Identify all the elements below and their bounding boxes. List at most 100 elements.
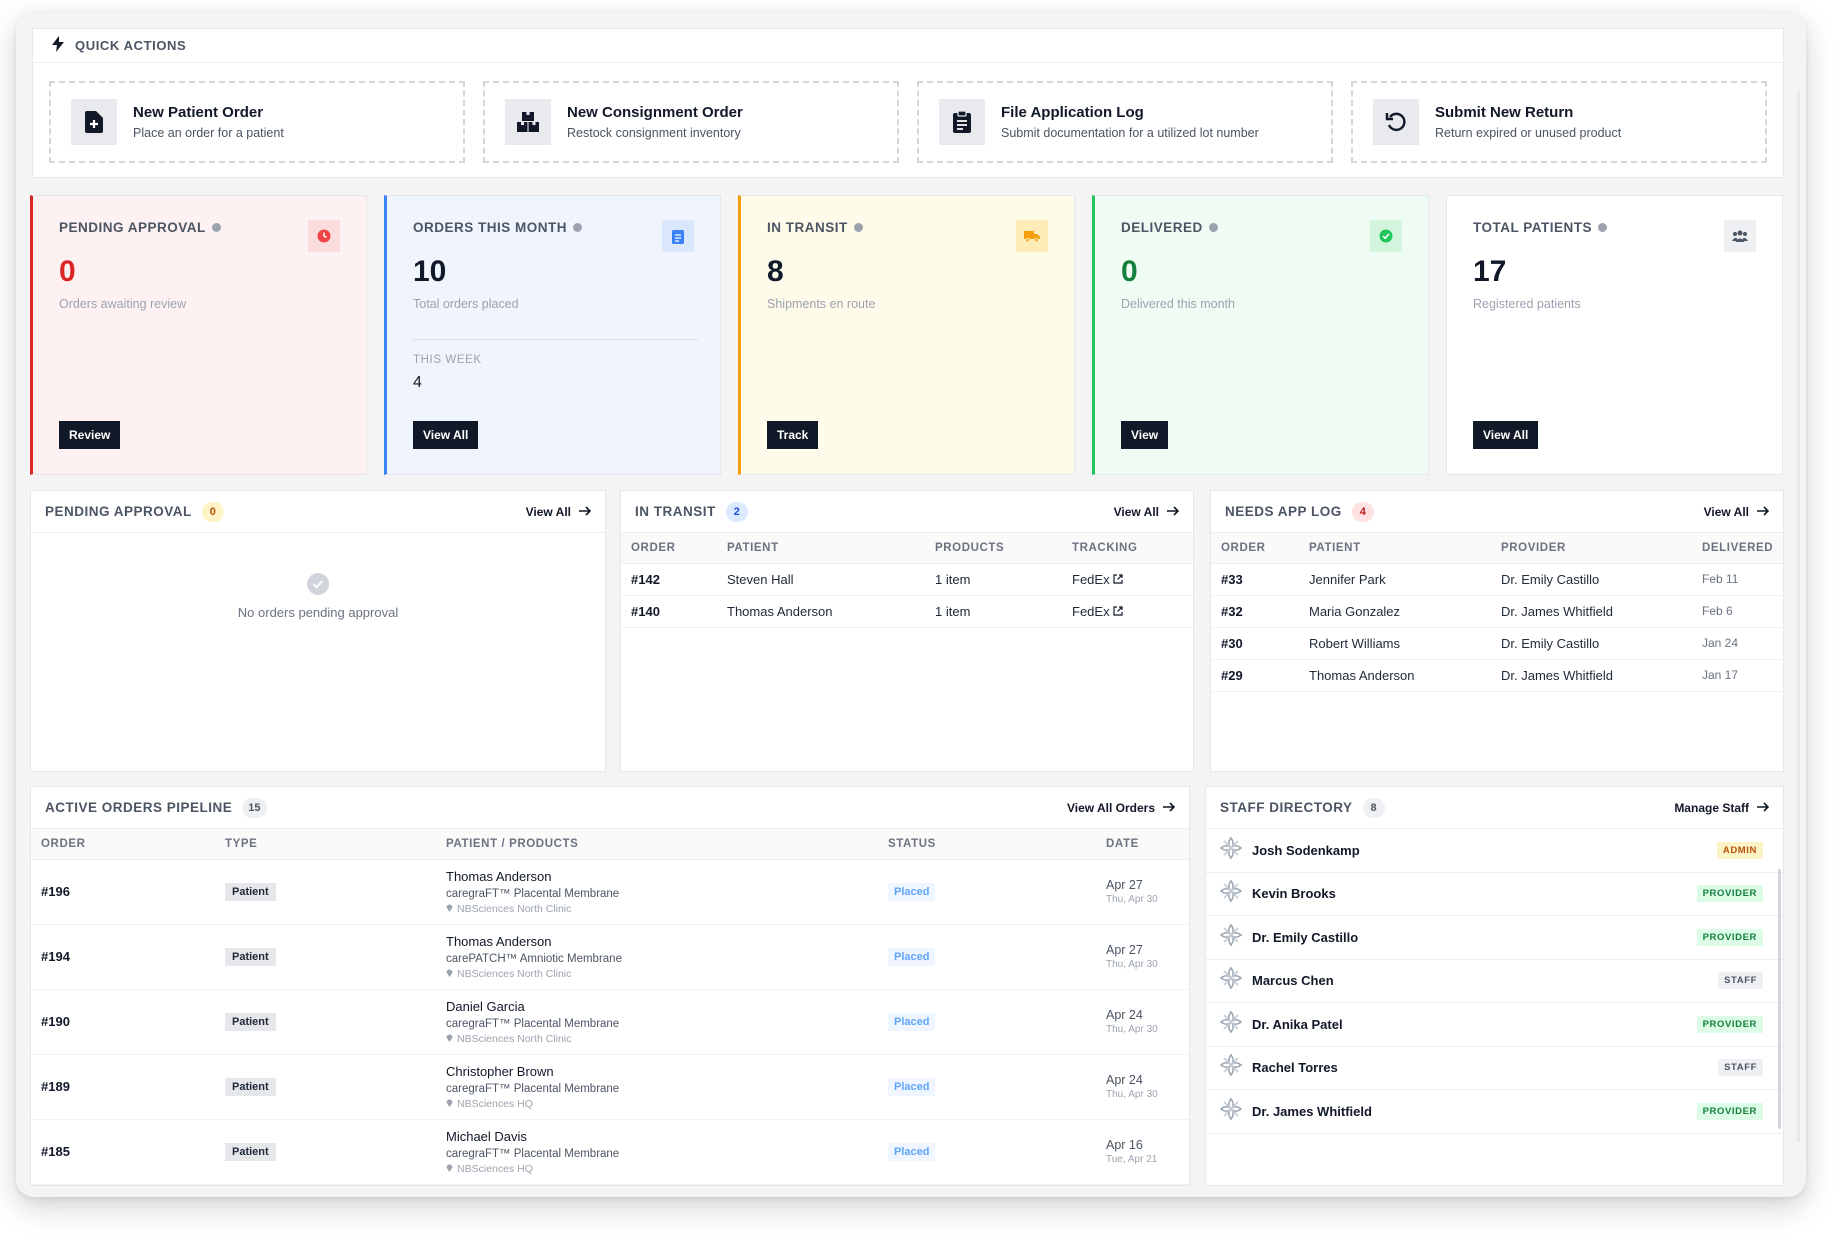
- table-row[interactable]: #189 Patient Christopher Brown caregraFT™…: [31, 1054, 1189, 1120]
- table-row[interactable]: #196 Patient Thomas Anderson caregraFT™ P…: [31, 859, 1189, 925]
- provider-name: Dr. Emily Castillo: [1491, 627, 1692, 660]
- info-icon[interactable]: [1598, 223, 1608, 232]
- table-row[interactable]: #142 Steven Hall 1 item FedEx: [621, 563, 1193, 596]
- review-button[interactable]: Review: [59, 421, 121, 449]
- provider-name: Dr. Emily Castillo: [1491, 563, 1692, 596]
- pipeline-table: ORDER TYPE PATIENT / PRODUCTS STATUS DAT…: [31, 829, 1189, 1185]
- staff-scrollbar[interactable]: [1778, 869, 1781, 1129]
- staff-row[interactable]: Kevin Brooks PROVIDER: [1206, 873, 1783, 916]
- column-header: STATUS: [878, 829, 1096, 860]
- tracking-link[interactable]: FedEx: [1062, 595, 1193, 628]
- table-row[interactable]: #140 Thomas Anderson 1 item FedEx: [621, 595, 1193, 628]
- file-application-log-button[interactable]: File Application Log Submit documentation…: [917, 81, 1333, 163]
- stat-value: 8: [767, 255, 784, 288]
- info-icon[interactable]: [853, 223, 863, 232]
- status-badge: Placed: [888, 1077, 936, 1096]
- table-row[interactable]: #190 Patient Daniel Garcia caregraFT™ Pla…: [31, 989, 1189, 1055]
- stat-label: DELIVERED: [1121, 220, 1203, 235]
- qa-title: New Consignment Order: [567, 104, 743, 121]
- stat-description: Registered patients: [1473, 297, 1581, 311]
- patient-name: Thomas Anderson: [446, 868, 552, 884]
- track-button[interactable]: Track: [767, 421, 819, 449]
- table-row[interactable]: #194 Patient Thomas Anderson carePATCH™ A…: [31, 924, 1189, 990]
- staff-name: Rachel Torres: [1252, 1060, 1338, 1076]
- location-pin-icon: [446, 1163, 453, 1175]
- manage-staff-link[interactable]: Manage Staff: [1674, 787, 1770, 829]
- tracking-carrier: FedEx: [1072, 571, 1110, 587]
- staff-row[interactable]: Josh Sodenkamp ADMIN: [1206, 829, 1783, 873]
- column-header: ORDER: [31, 829, 215, 860]
- order-number[interactable]: #194: [31, 924, 215, 990]
- staff-name: Marcus Chen: [1252, 973, 1334, 989]
- quick-actions-title: QUICK ACTIONS: [75, 38, 187, 53]
- order-number[interactable]: #190: [31, 989, 215, 1055]
- clipboard-icon: [662, 220, 694, 252]
- view-all-link[interactable]: View All: [526, 491, 592, 533]
- column-header: TRACKING: [1062, 533, 1193, 564]
- info-icon[interactable]: [573, 223, 583, 232]
- staff-row[interactable]: Marcus Chen STAFF: [1206, 960, 1783, 1003]
- order-number[interactable]: #142: [621, 563, 717, 596]
- arrow-right-icon: [579, 505, 592, 519]
- info-icon[interactable]: [211, 223, 221, 232]
- view-delivered-button[interactable]: View: [1121, 421, 1169, 449]
- location-pin-icon: [446, 1033, 453, 1045]
- order-number[interactable]: #185: [31, 1119, 215, 1185]
- view-all-link[interactable]: View All: [1704, 491, 1770, 533]
- view-all-link[interactable]: View All: [1114, 491, 1180, 533]
- count-badge: 8: [1362, 797, 1385, 818]
- avatar-icon: [1218, 965, 1244, 996]
- needs-app-log-panel: NEEDS APP LOG 4 View All ORDER PATIENT P…: [1210, 490, 1784, 772]
- order-number[interactable]: #33: [1211, 563, 1299, 596]
- table-row[interactable]: #30 Robert Williams Dr. Emily Castillo Jan …: [1211, 627, 1783, 660]
- avatar-icon: [1218, 1009, 1244, 1040]
- status-badge: Placed: [888, 947, 936, 966]
- location-name: NBSciences HQ: [457, 1162, 533, 1175]
- column-header: ORDER: [621, 533, 717, 564]
- table-row[interactable]: #32 Maria Gonzalez Dr. James Whitfield Feb …: [1211, 595, 1783, 628]
- submit-new-return-button[interactable]: Submit New Return Return expired or unuse…: [1351, 81, 1767, 163]
- view-all-orders-button[interactable]: View All: [413, 421, 479, 449]
- table-row[interactable]: #185 Patient Michael Davis caregraFT™ Pla…: [31, 1119, 1189, 1185]
- table-row[interactable]: #33 Jennifer Park Dr. Emily Castillo Feb 11: [1211, 563, 1783, 596]
- location-pin-icon: [446, 1098, 453, 1110]
- stat-label: TOTAL PATIENTS: [1473, 220, 1593, 235]
- panel-title: PENDING APPROVAL: [45, 504, 192, 519]
- order-number[interactable]: #140: [621, 595, 717, 628]
- view-all-patients-button[interactable]: View All: [1473, 421, 1539, 449]
- order-number[interactable]: #196: [31, 859, 215, 925]
- tracking-link[interactable]: FedEx: [1062, 563, 1193, 596]
- qa-title: File Application Log: [1001, 104, 1144, 121]
- scrollbar[interactable]: [1797, 92, 1800, 1142]
- info-icon[interactable]: [1208, 223, 1218, 232]
- new-consignment-order-button[interactable]: New Consignment Order Restock consignment…: [483, 81, 899, 163]
- order-type-tag: Patient: [225, 1012, 276, 1031]
- clipboard-icon: [939, 99, 985, 145]
- order-number[interactable]: #30: [1211, 627, 1299, 660]
- view-all-orders-link[interactable]: View All Orders: [1066, 787, 1176, 829]
- panel-title: ACTIVE ORDERS PIPELINE: [45, 800, 233, 815]
- staff-row[interactable]: Rachel Torres STAFF: [1206, 1047, 1783, 1090]
- staff-row[interactable]: Dr. Emily Castillo PROVIDER: [1206, 916, 1783, 960]
- product-count: 1 item: [925, 595, 1062, 628]
- role-badge: PROVIDER: [1696, 1102, 1763, 1120]
- staff-row[interactable]: Dr. Anika Patel PROVIDER: [1206, 1003, 1783, 1047]
- role-badge: STAFF: [1718, 972, 1763, 990]
- check-circle-icon: [1370, 220, 1402, 252]
- staff-row[interactable]: Dr. James Whitfield PROVIDER: [1206, 1090, 1783, 1134]
- order-type-tag: Patient: [225, 947, 276, 966]
- order-number[interactable]: #189: [31, 1054, 215, 1120]
- order-number[interactable]: #29: [1211, 659, 1299, 692]
- stat-card-delivered: DELIVERED 0 Delivered this month View: [1092, 195, 1429, 475]
- view-all-label: View All Orders: [1066, 801, 1155, 815]
- column-header: PATIENT / PRODUCTS: [436, 829, 878, 860]
- external-link-icon: [1113, 572, 1123, 587]
- arrow-right-icon: [1757, 801, 1770, 815]
- stat-label: PENDING APPROVAL: [59, 220, 206, 235]
- new-patient-order-button[interactable]: New Patient Order Place an order for a pa…: [49, 81, 465, 163]
- table-row[interactable]: #29 Thomas Anderson Dr. James Whitfield Jan…: [1211, 659, 1783, 692]
- quick-actions-panel: QUICK ACTIONS New Patient Order Place an …: [32, 28, 1784, 178]
- patient-name: Thomas Anderson: [717, 595, 925, 628]
- order-number[interactable]: #32: [1211, 595, 1299, 628]
- count-badge: 0: [201, 501, 224, 522]
